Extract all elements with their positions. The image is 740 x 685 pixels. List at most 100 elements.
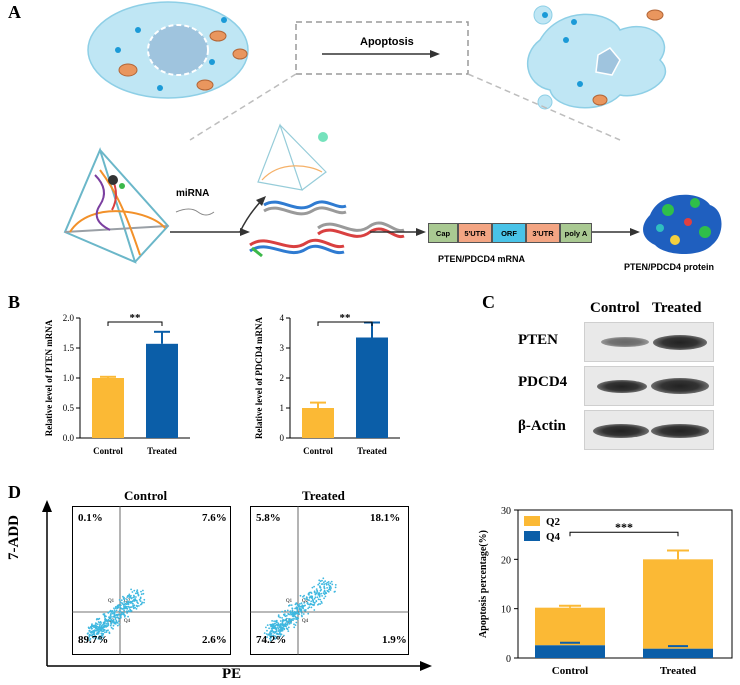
event-dot (299, 609, 302, 612)
event-dot (281, 629, 284, 631)
event-dot (139, 597, 142, 600)
event-dot (126, 608, 129, 610)
quadrant-q4-label: Q4 (302, 619, 309, 624)
event-dot (296, 610, 299, 612)
event-dot (289, 621, 291, 624)
event-dot (333, 591, 336, 593)
event-dot (263, 632, 266, 634)
event-dot (138, 598, 141, 601)
event-dot (104, 631, 106, 634)
y-tick-label: 1.0 (63, 373, 75, 383)
event-dot (91, 634, 93, 637)
event-dot (271, 629, 274, 632)
event-dot (126, 596, 129, 598)
event-dot (116, 614, 119, 617)
event-dot (123, 609, 125, 612)
event-dot (86, 632, 89, 635)
event-dot (269, 639, 272, 642)
y-tick-label: 20 (501, 555, 511, 566)
event-dot (296, 618, 299, 621)
event-dot (285, 617, 288, 620)
event-dot (112, 627, 114, 630)
event-dot (115, 619, 118, 622)
x-tick-label: Control (303, 446, 333, 456)
event-dot (324, 595, 327, 598)
event-dot (134, 599, 137, 602)
event-dot (97, 631, 100, 634)
event-dot (318, 594, 321, 597)
event-dot (307, 593, 310, 595)
mrna-construct: Cap 5'UTR ORF 3'UTR poly A (428, 223, 592, 243)
event-dot (96, 623, 99, 626)
event-dot (294, 616, 297, 618)
mrna-3utr: 3'UTR (526, 223, 560, 243)
event-dot (275, 619, 278, 622)
event-dot (322, 577, 325, 580)
event-dot (294, 624, 297, 626)
event-dot (113, 609, 116, 611)
event-dot (310, 600, 313, 603)
event-dot (110, 626, 113, 629)
event-dot (283, 634, 285, 637)
event-dot (328, 586, 331, 589)
event-dot (95, 636, 98, 639)
plot-frame (517, 509, 733, 659)
event-dot (319, 603, 322, 605)
event-dot (323, 585, 326, 588)
event-dot (136, 589, 139, 592)
event-dot (290, 604, 293, 606)
event-dot (110, 612, 112, 615)
event-dot (92, 636, 95, 639)
event-dot (276, 621, 278, 624)
event-dot (110, 621, 113, 624)
event-dot (99, 627, 102, 630)
event-dot (323, 587, 326, 590)
flow-x-axis-label: PE (222, 666, 242, 682)
blot-band (651, 378, 709, 394)
event-dot (137, 593, 140, 596)
event-dot (104, 620, 106, 623)
event-dot (95, 622, 98, 625)
apoptotic-cell (526, 5, 667, 110)
event-dot (292, 617, 294, 620)
blot-band (597, 380, 647, 393)
event-dot (98, 621, 101, 624)
apoptosis-label: Apoptosis (360, 36, 414, 48)
dna-tetrahedron-icon (63, 147, 170, 264)
event-dot (141, 601, 144, 604)
event-dot (280, 626, 283, 628)
event-dot (293, 623, 295, 626)
event-dot (114, 606, 117, 608)
event-dot (320, 600, 323, 603)
event-dot (116, 607, 119, 610)
event-dot (265, 633, 268, 635)
flow-axes (42, 500, 432, 671)
pdcd4-mrna-chart: 0 1 2 3 4 Control Treated ** Relative level of P… (254, 312, 400, 456)
event-dot (91, 625, 94, 628)
x-tick-label: Treated (147, 446, 177, 456)
event-dot (270, 632, 273, 635)
event-dot (295, 621, 298, 624)
event-dot (99, 624, 101, 626)
event-dot (278, 629, 281, 631)
event-dot (100, 625, 103, 628)
event-dot (139, 603, 142, 606)
event-dot (135, 599, 138, 602)
blot-column-control: Control (590, 300, 640, 316)
event-dot (114, 607, 117, 610)
y-tick-label: 1 (280, 403, 285, 413)
event-dot (106, 620, 108, 623)
y-tick-label: 2 (280, 373, 285, 383)
event-dot (314, 593, 317, 596)
event-dot (274, 624, 277, 627)
event-dot (322, 592, 325, 594)
event-dot (138, 605, 140, 607)
event-dot (118, 623, 121, 626)
event-dot (294, 603, 297, 606)
event-dot (313, 604, 315, 607)
event-dots (86, 588, 146, 642)
event-dot (293, 610, 296, 613)
event-dot (283, 627, 285, 630)
blot-strip-pdcd4 (584, 366, 714, 406)
event-dot (273, 620, 275, 623)
